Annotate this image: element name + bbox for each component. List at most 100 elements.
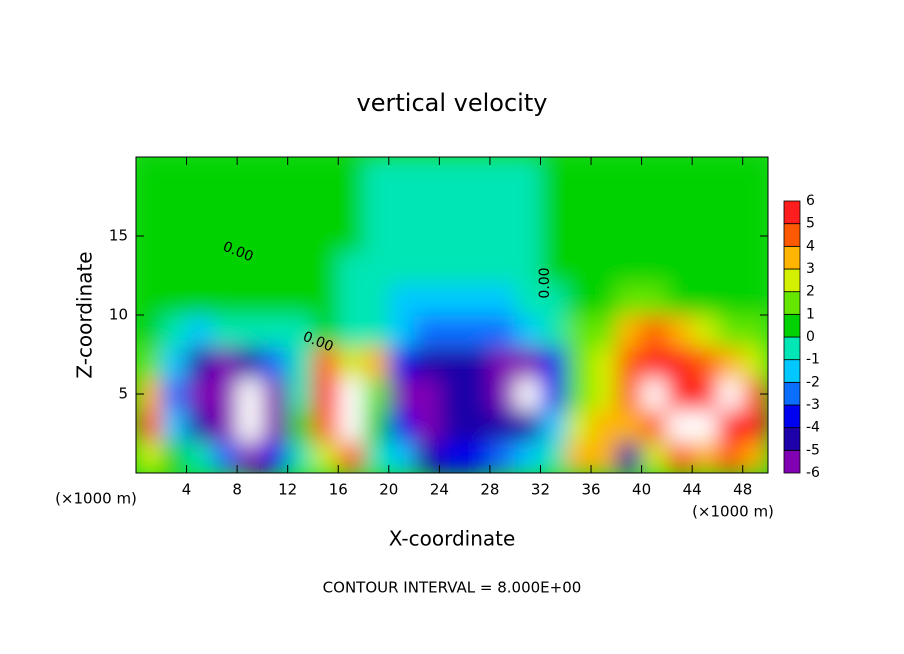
- field-cell: [211, 188, 238, 221]
- field-cell: [136, 409, 162, 442]
- field-cell: [717, 409, 744, 442]
- field-cell: [464, 220, 491, 253]
- colorbar-segment: [783, 359, 801, 383]
- field-cell: [464, 315, 491, 348]
- field-cell: [464, 157, 491, 190]
- field-cell: [540, 157, 567, 190]
- field-cell: [692, 315, 718, 348]
- colorbar-label: 5: [806, 216, 815, 232]
- field-cell: [338, 315, 365, 348]
- field-cell: [692, 378, 718, 411]
- field-cell: [515, 188, 541, 221]
- field-cell: [742, 251, 768, 284]
- field-cell: [515, 283, 541, 316]
- field-cell: [591, 283, 617, 316]
- field-cell: [211, 283, 238, 316]
- colorbar-segment: [783, 404, 801, 429]
- field-cell: [692, 220, 718, 253]
- field-cell: [287, 409, 314, 442]
- field-cell: [237, 283, 263, 316]
- field-cell: [464, 378, 491, 411]
- field-cell: [363, 157, 390, 190]
- field-cell: [717, 188, 744, 221]
- field-cell: [136, 157, 162, 190]
- field-cell: [616, 441, 643, 473]
- field-cell: [717, 251, 744, 284]
- field-cell: [666, 409, 693, 442]
- x-tick-label: 48: [733, 481, 752, 499]
- field-cell: [287, 378, 314, 411]
- field-cell: [414, 157, 440, 190]
- plot-frame: [135, 156, 769, 474]
- field-cell: [565, 441, 592, 473]
- field-cell: [641, 188, 668, 221]
- field-cell: [363, 188, 390, 221]
- field-cell: [666, 378, 693, 411]
- field-cell: [666, 157, 693, 190]
- colorbar-label: 1: [806, 306, 815, 322]
- field-cell: [338, 220, 365, 253]
- field-cell: [616, 315, 643, 348]
- field-cell: [388, 315, 415, 348]
- footer-note: CONTOUR INTERVAL = 8.000E+00: [323, 579, 582, 597]
- field-cell: [237, 157, 263, 190]
- field-cell: [489, 378, 516, 411]
- field-cell: [388, 220, 415, 253]
- field-cell: [211, 441, 238, 473]
- field-cell: [742, 283, 768, 316]
- field-cell: [666, 441, 693, 473]
- field-cell: [489, 157, 516, 190]
- field-cell: [489, 220, 516, 253]
- field-cell: [439, 251, 466, 284]
- x-axis-label: X-coordinate: [389, 527, 516, 551]
- field-cell: [237, 346, 263, 379]
- x-tick-label: 20: [379, 481, 398, 499]
- field-cell: [591, 220, 617, 253]
- field-cell: [439, 441, 466, 473]
- field-cell: [666, 188, 693, 221]
- field-cell: [515, 441, 541, 473]
- field-cell: [489, 441, 516, 473]
- field-cell: [464, 346, 491, 379]
- field-cell: [489, 346, 516, 379]
- field-cell: [717, 346, 744, 379]
- field-cell: [641, 251, 668, 284]
- field-cell: [161, 220, 188, 253]
- field-cell: [742, 409, 768, 442]
- x-tick-label: 24: [430, 481, 449, 499]
- field-cell: [388, 346, 415, 379]
- field-cell: [616, 283, 643, 316]
- field-cell: [237, 188, 263, 221]
- field-cell: [515, 251, 541, 284]
- field-cell: [161, 346, 188, 379]
- field-cell: [186, 315, 213, 348]
- field-cell: [489, 409, 516, 442]
- x-tick-label: 44: [683, 481, 702, 499]
- colorbar-label: 4: [806, 238, 815, 254]
- field-cell: [262, 441, 289, 473]
- colorbar-segment: [783, 200, 801, 225]
- field-cell: [136, 188, 162, 221]
- field-cell: [287, 220, 314, 253]
- overlay: 4 8 12 16 20 24 28 32 36 40 44 48510150.000.000.00-…: [109, 157, 820, 499]
- field-cell: [439, 283, 466, 316]
- field-cell: [666, 346, 693, 379]
- colorbar-label: 3: [806, 261, 815, 277]
- field-cell: [186, 220, 213, 253]
- colorbar-segment: [783, 313, 801, 338]
- field-cell: [287, 157, 314, 190]
- field-cell: [489, 188, 516, 221]
- field-cell: [262, 188, 289, 221]
- field-cell: [262, 378, 289, 411]
- field-cell: [186, 157, 213, 190]
- field-cell: [489, 315, 516, 348]
- x-tick-label: 8: [232, 481, 242, 499]
- field-cell: [692, 157, 718, 190]
- y-tick-label: 10: [109, 306, 128, 324]
- y-axis-label: Z-coordinate: [73, 251, 97, 378]
- field-cell: [641, 409, 668, 442]
- colorbar-segment: [783, 336, 801, 361]
- field-cell: [565, 315, 592, 348]
- field-cell: [540, 378, 567, 411]
- field-cell: [515, 378, 541, 411]
